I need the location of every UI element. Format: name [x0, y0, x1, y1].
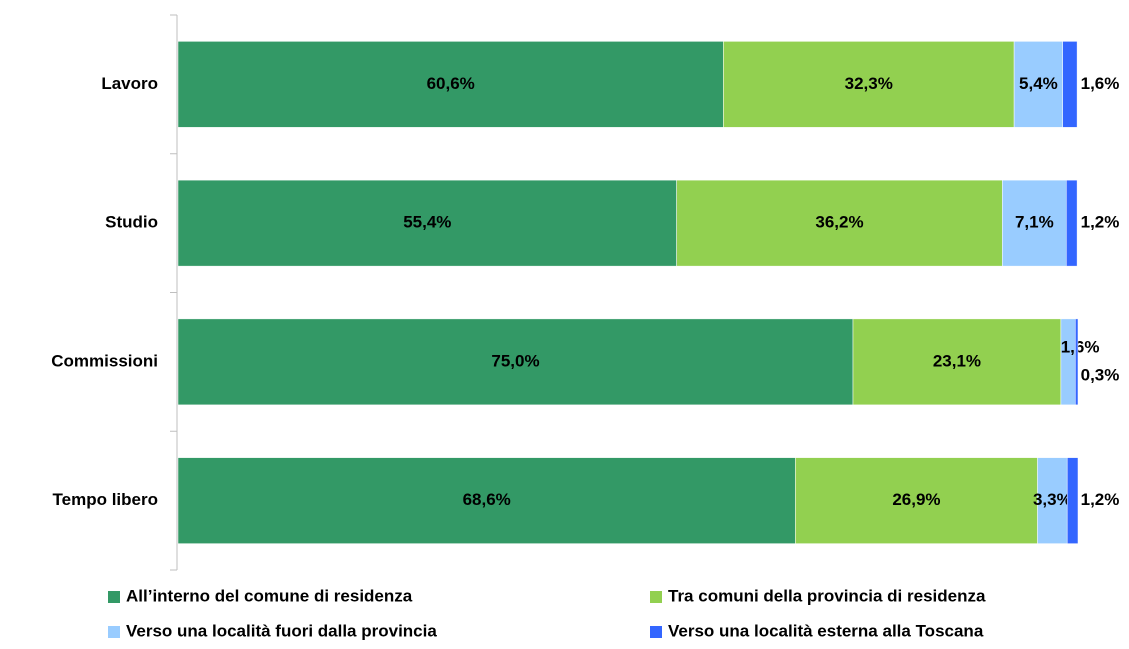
data-label: 23,1% [933, 351, 981, 370]
data-label: 68,6% [463, 490, 511, 509]
data-label: 1,6% [1081, 74, 1120, 93]
y-tick-label: Commissioni [51, 351, 158, 370]
bar-segment [177, 457, 796, 544]
y-tick-label: Studio [105, 213, 158, 232]
bar-segment [1002, 179, 1067, 267]
data-label: 60,6% [427, 74, 475, 93]
bar-segment [795, 457, 1038, 544]
data-label: 0,3% [1081, 365, 1120, 384]
data-label: 7,1% [1015, 213, 1054, 232]
legend-swatch [650, 626, 662, 638]
data-label: 1,2% [1081, 213, 1120, 232]
bar-segment [1013, 41, 1063, 128]
bar-segment [177, 41, 724, 128]
data-label: 55,4% [403, 213, 451, 232]
data-label: 32,3% [845, 74, 893, 93]
bar-segment [177, 318, 854, 406]
legend-label: Tra comuni della provincia di residenza [668, 586, 986, 605]
legend-swatch [108, 626, 120, 638]
bar-segment [1075, 318, 1079, 406]
bar-segment [177, 179, 677, 267]
bar-segment [1060, 318, 1076, 406]
bar-segment [676, 179, 1003, 267]
data-label: 3,3% [1033, 490, 1072, 509]
y-tick-label: Tempo libero [53, 490, 158, 509]
bar-segment [852, 318, 1062, 406]
bar-segment [1037, 457, 1068, 544]
bar-segment [1066, 179, 1078, 267]
legend-swatch [650, 591, 662, 603]
legend-label: Verso una località esterna alla Toscana [668, 621, 984, 640]
data-label: 75,0% [491, 351, 539, 370]
legend-label: All’interno del comune di residenza [126, 586, 413, 605]
data-label: 5,4% [1019, 74, 1058, 93]
data-label: 36,2% [815, 213, 863, 232]
legend-label: Verso una località fuori dalla provincia [126, 621, 437, 640]
legend-swatch [108, 591, 120, 603]
bar-segment [1066, 457, 1079, 544]
data-label: 26,9% [892, 490, 940, 509]
y-tick-label: Lavoro [101, 74, 158, 93]
bar-segment [1062, 41, 1078, 128]
data-label: 1,2% [1081, 490, 1120, 509]
data-label: 1,6% [1061, 337, 1100, 356]
